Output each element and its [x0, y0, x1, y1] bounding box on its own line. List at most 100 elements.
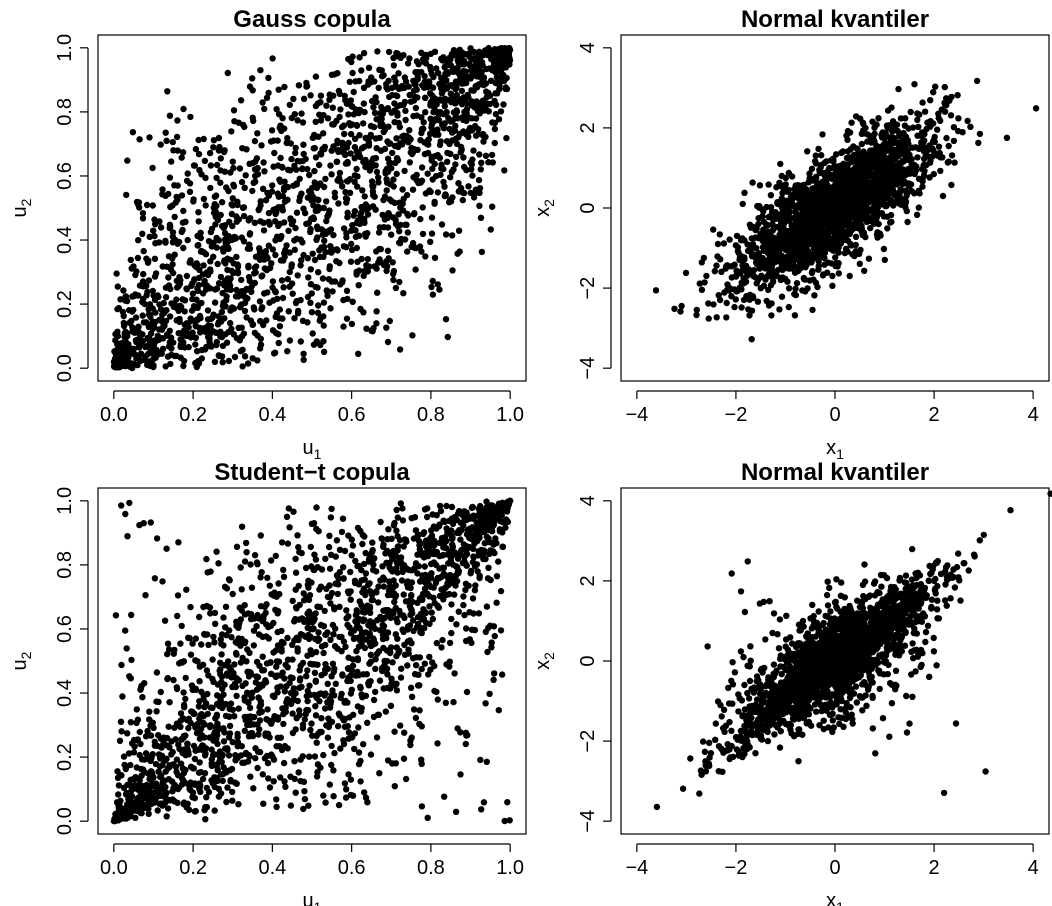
data-point — [393, 135, 399, 141]
data-point — [863, 166, 869, 172]
data-point — [360, 309, 366, 315]
data-point — [299, 239, 305, 245]
data-point — [255, 165, 261, 171]
data-point — [354, 245, 360, 251]
data-point — [344, 316, 350, 322]
data-point — [246, 242, 252, 248]
data-point — [814, 254, 820, 260]
data-point — [455, 180, 461, 186]
data-point — [443, 503, 449, 509]
data-point — [341, 122, 347, 128]
data-point — [473, 115, 479, 121]
data-point — [259, 251, 265, 257]
data-point — [260, 771, 266, 777]
data-point — [482, 700, 488, 706]
data-point — [438, 138, 444, 144]
data-point — [252, 755, 258, 761]
data-point — [258, 306, 264, 312]
data-point — [839, 149, 845, 155]
data-point — [375, 260, 381, 266]
data-point — [465, 92, 471, 98]
scatter-panel-2: Normal kvantiler−4 −2 0 2 4x1−4−2024x2 — [532, 6, 1049, 462]
data-point — [787, 232, 793, 238]
data-point — [484, 603, 490, 609]
data-point — [238, 348, 244, 354]
data-point — [418, 50, 424, 56]
data-point — [405, 229, 411, 235]
data-point — [653, 287, 659, 293]
data-point — [182, 322, 188, 328]
data-point — [441, 794, 447, 800]
data-point — [232, 354, 238, 360]
data-point — [776, 180, 782, 186]
data-point — [697, 280, 703, 286]
data-point — [138, 351, 144, 357]
data-point — [361, 109, 367, 115]
data-point — [677, 308, 683, 314]
data-point — [320, 313, 326, 319]
data-point — [187, 114, 193, 120]
data-point — [281, 179, 287, 185]
data-point — [155, 807, 161, 813]
data-point — [472, 190, 478, 196]
data-point — [447, 640, 453, 646]
data-point — [345, 160, 351, 166]
data-point — [441, 184, 447, 190]
y-axis-label: x2 — [532, 199, 557, 217]
data-point — [235, 268, 241, 274]
data-point — [361, 216, 367, 222]
data-point — [914, 110, 920, 116]
data-point — [466, 61, 472, 67]
data-point — [344, 144, 350, 150]
data-point — [284, 135, 290, 141]
data-point — [245, 263, 251, 269]
data-point — [150, 228, 156, 234]
data-point — [738, 304, 744, 310]
data-point — [193, 808, 199, 814]
data-point — [810, 194, 816, 200]
data-point — [271, 694, 277, 700]
data-point — [937, 168, 943, 174]
data-point — [363, 570, 369, 576]
data-point — [264, 267, 270, 273]
data-point — [752, 227, 758, 233]
data-point — [444, 159, 450, 165]
data-point — [454, 251, 460, 257]
data-point — [833, 168, 839, 174]
data-point — [334, 159, 340, 165]
data-point — [356, 282, 362, 288]
data-point — [276, 87, 282, 93]
data-point — [146, 311, 152, 317]
data-point — [463, 732, 469, 738]
data-point — [158, 141, 164, 147]
data-point — [136, 199, 142, 205]
data-point — [172, 252, 178, 258]
data-point — [118, 728, 124, 734]
x-tick-label: 4 — [1028, 404, 1039, 426]
data-point — [446, 126, 452, 132]
data-point — [361, 144, 367, 150]
data-point — [411, 211, 417, 217]
data-point — [353, 271, 359, 277]
data-point — [244, 646, 250, 652]
data-point — [268, 138, 274, 144]
data-point — [378, 148, 384, 154]
data-point — [463, 581, 469, 587]
data-point — [220, 245, 226, 251]
data-point — [443, 231, 449, 237]
data-point — [449, 51, 455, 57]
data-point — [372, 110, 378, 116]
data-point — [185, 237, 191, 243]
data-point — [880, 167, 886, 173]
data-point — [484, 759, 490, 765]
data-point — [362, 193, 368, 199]
panel-title: Student−t copula — [214, 459, 410, 486]
data-point — [147, 363, 153, 369]
data-point — [893, 167, 899, 173]
data-point — [312, 145, 318, 151]
data-point — [288, 156, 294, 162]
data-point — [769, 221, 775, 227]
data-point — [857, 261, 863, 267]
data-point — [210, 144, 216, 150]
data-point — [239, 586, 245, 592]
